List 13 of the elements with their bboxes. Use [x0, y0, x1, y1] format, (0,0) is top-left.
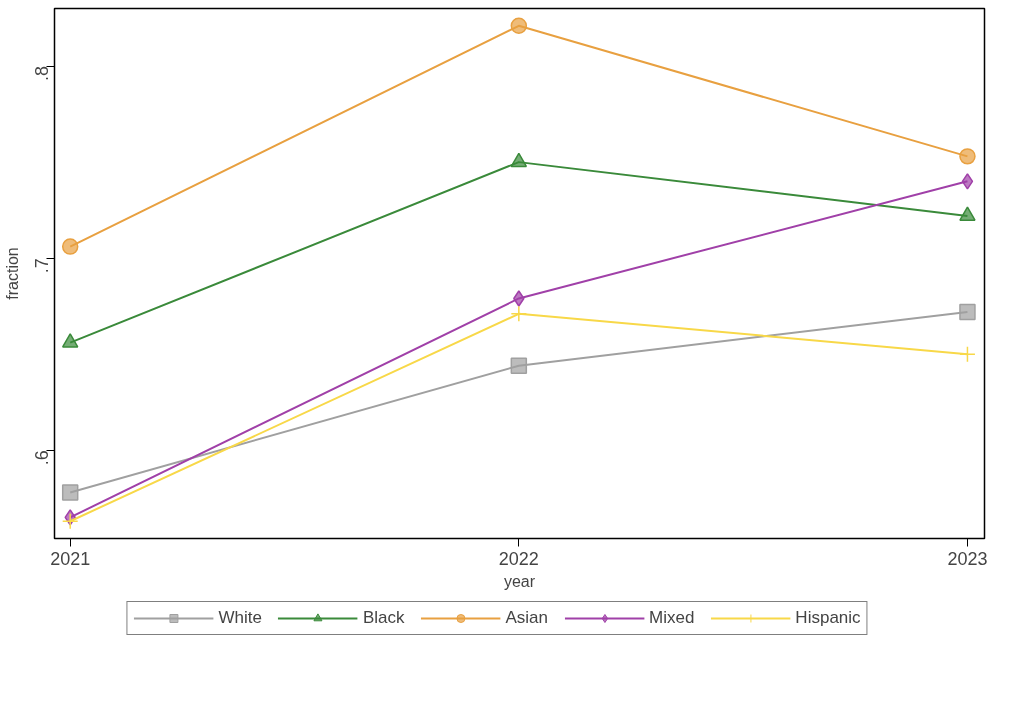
- legend-label: Asian: [505, 608, 549, 628]
- x-tick-label: 2022: [498, 548, 539, 569]
- legend-label: Hispanic: [795, 608, 861, 628]
- y-tick-label: .6: [32, 450, 52, 466]
- x-tick-label: 2023: [947, 548, 988, 569]
- legend-label: White: [218, 608, 262, 628]
- y-tick-label: .8: [32, 66, 52, 82]
- x-axis-title: year: [503, 572, 536, 590]
- legend-label: Black: [362, 608, 405, 628]
- legend-label: Mixed: [649, 608, 695, 628]
- x-tick-label: 2021: [50, 548, 91, 569]
- y-axis-title: fraction: [3, 247, 21, 300]
- y-tick-label: .7: [32, 258, 52, 274]
